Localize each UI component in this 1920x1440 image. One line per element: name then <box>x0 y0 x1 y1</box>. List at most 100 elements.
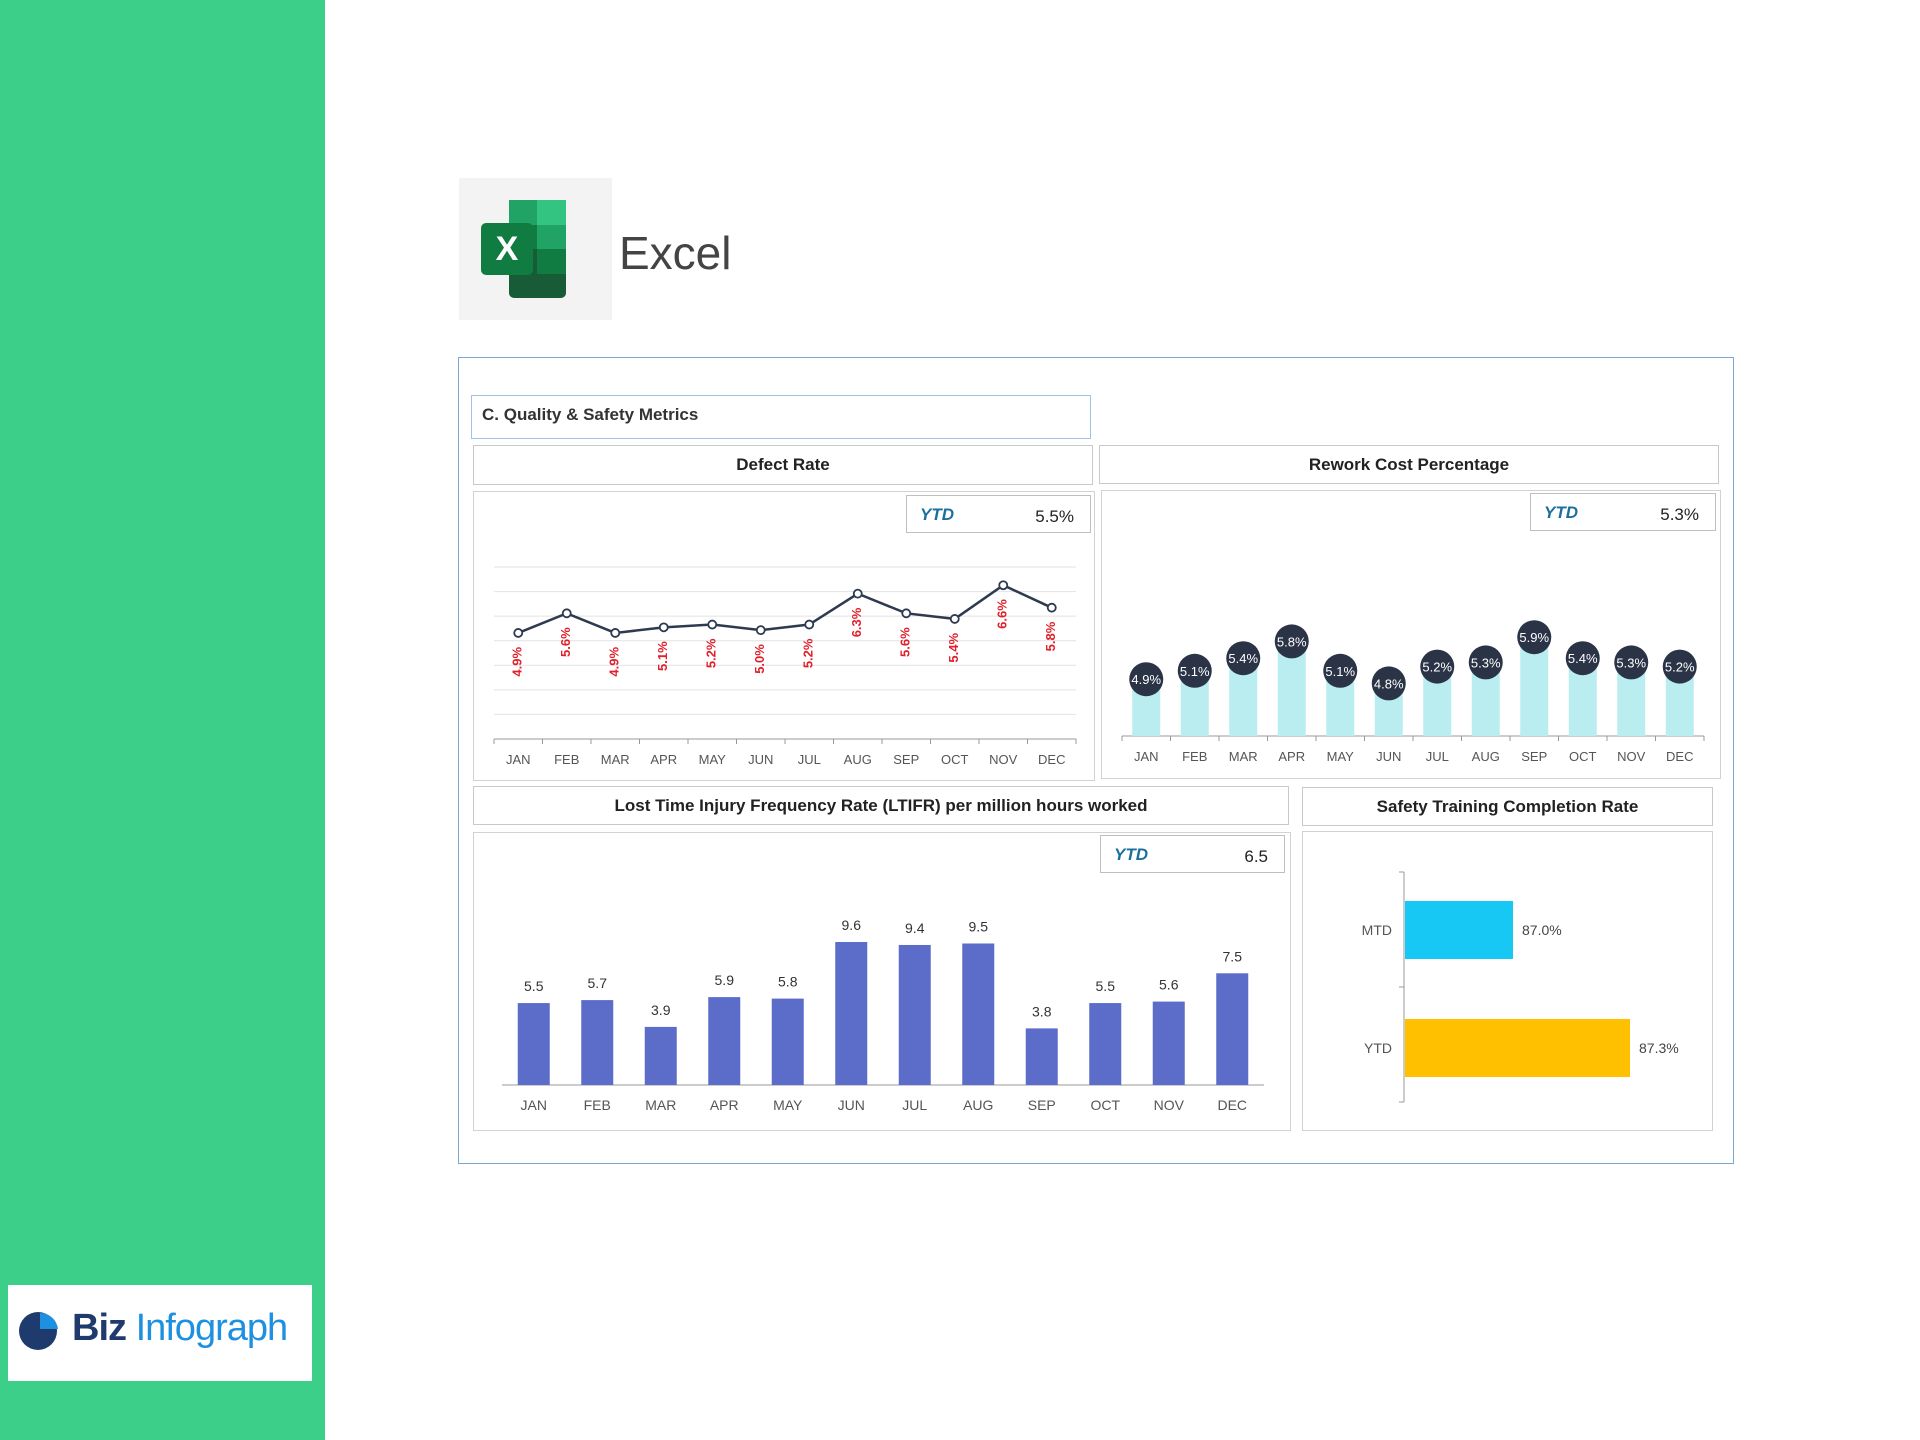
defect-rate-month-label: AUG <box>844 752 872 767</box>
rework-cost-month-label: MAY <box>1327 749 1355 764</box>
defect-rate-chart: 4.9% JAN 5.6% FEB 4.9% MAR 5.1% APR 5.2% MAY 5.0% J… <box>493 566 1077 767</box>
ltifr-month-label: MAY <box>773 1097 803 1113</box>
defect-rate-month-label: JAN <box>506 752 531 767</box>
defect-rate-data-label: 5.6% <box>558 627 573 657</box>
ltifr-bar <box>835 942 868 1085</box>
rework-cost-data-label: 5.1% <box>1325 664 1355 679</box>
ltifr-data-label: 9.6 <box>842 917 862 933</box>
rework-cost-month-label: JAN <box>1134 749 1159 764</box>
ltifr-month-label: MAR <box>645 1097 676 1113</box>
defect-rate-month-label: OCT <box>941 752 969 767</box>
rework-cost-month-label: DEC <box>1666 749 1693 764</box>
defect-rate-month-label: DEC <box>1038 752 1065 767</box>
defect-rate-point <box>755 625 766 636</box>
rework-cost-bubble <box>1274 624 1309 659</box>
safety-training-bar-ytd <box>1405 1019 1630 1077</box>
safety-training-bar-mtd <box>1405 901 1513 959</box>
rework-cost-month-label: AUG <box>1472 749 1500 764</box>
rework-cost-month-label: JUN <box>1376 749 1401 764</box>
rework-cost-bubble <box>1420 649 1455 684</box>
ltifr-month-label: APR <box>710 1097 739 1113</box>
rework-cost-bubble <box>1468 645 1503 680</box>
ltifr-title: Lost Time Injury Frequency Rate (LTIFR) … <box>473 786 1289 825</box>
defect-rate-point <box>998 580 1009 591</box>
brand-name-part2: Infograph <box>135 1307 289 1349</box>
defect-rate-point <box>707 619 718 630</box>
rework-cost-bubble <box>1517 620 1552 655</box>
defect-rate-month-label: MAY <box>699 752 727 767</box>
rework-cost-data-label: 4.9% <box>1131 672 1161 687</box>
rework-cost-bubble <box>1614 645 1649 680</box>
ltifr-panel: YTD 6.5 5.5 JAN 5.7 FEB 3.9 MAR 5.9 APR 5.8 MAY 9.… <box>473 832 1291 1131</box>
rework-cost-bubble <box>1371 666 1406 701</box>
defect-rate-data-label: 5.6% <box>898 627 913 657</box>
rework-cost-month-label: SEP <box>1521 749 1547 764</box>
defect-rate-month-label: JUL <box>798 752 821 767</box>
rework-cost-data-label: 5.3% <box>1616 655 1646 670</box>
ltifr-ytd-label: YTD <box>1114 845 1148 864</box>
ltifr-ytd-value: 6.5 <box>1244 847 1268 866</box>
defect-rate-data-label: 5.0% <box>752 644 767 674</box>
rework-cost-data-label: 5.9% <box>1519 630 1549 645</box>
defect-rate-point <box>513 628 524 638</box>
ltifr-month-label: NOV <box>1154 1097 1185 1113</box>
ltifr-data-label: 5.6 <box>1159 977 1179 993</box>
excel-logo-letter: X <box>496 230 519 268</box>
rework-cost-data-label: 5.2% <box>1665 660 1695 675</box>
rework-cost-month-label: MAR <box>1229 749 1258 764</box>
rework-cost-ytd-value: 5.3% <box>1660 505 1699 524</box>
defect-rate-point <box>901 608 912 619</box>
defect-rate-point <box>658 622 669 633</box>
ltifr-bar <box>962 943 995 1085</box>
safety-training-data-label: 87.0% <box>1522 922 1562 938</box>
excel-logo-tile: X <box>459 178 612 320</box>
defect-rate-data-label: 5.2% <box>704 638 719 668</box>
brand-name-part1: Biz <box>72 1307 127 1349</box>
ltifr-month-label: JUN <box>838 1097 865 1113</box>
rework-cost-data-label: 5.4% <box>1568 651 1598 666</box>
ltifr-bar <box>1152 1001 1185 1085</box>
safety-training-category-label: YTD <box>1364 1040 1392 1056</box>
ltifr-bar <box>1025 1028 1058 1085</box>
rework-cost-month-label: JUL <box>1426 749 1449 764</box>
ltifr-ytd-box: YTD 6.5 <box>1100 835 1285 873</box>
defect-rate-data-label: 5.4% <box>946 632 961 662</box>
ltifr-bar <box>1089 1003 1122 1085</box>
defect-rate-point <box>852 588 863 599</box>
ltifr-data-label: 9.5 <box>969 918 989 934</box>
rework-cost-panel: YTD 5.3% 4.9% JAN 5.1% FEB 5.4% MAR 5.8% APR 5.1… <box>1101 490 1721 779</box>
ltifr-bar <box>708 997 741 1085</box>
ltifr-bar <box>1216 973 1249 1085</box>
ltifr-bar <box>581 1000 614 1085</box>
defect-rate-data-label: 5.2% <box>801 638 816 668</box>
rework-cost-title: Rework Cost Percentage <box>1099 445 1719 484</box>
ltifr-data-label: 7.5 <box>1223 948 1243 964</box>
rework-cost-data-label: 5.4% <box>1228 651 1258 666</box>
defect-rate-point <box>804 619 815 630</box>
defect-rate-data-label: 4.9% <box>510 647 525 677</box>
defect-rate-panel: YTD 5.5% 4.9% JAN 5.6% FEB 4.9% MAR 5.1% APR 5.2… <box>473 491 1095 781</box>
rework-cost-bubble <box>1129 662 1164 697</box>
rework-cost-month-label: NOV <box>1617 749 1646 764</box>
safety-training-panel: 87.0% MTD 87.3% YTD <box>1302 831 1713 1131</box>
defect-rate-ytd-box: YTD 5.5% <box>906 495 1091 533</box>
defect-rate-month-label: MAR <box>601 752 630 767</box>
ltifr-data-label: 9.4 <box>905 920 925 936</box>
defect-rate-month-label: SEP <box>893 752 919 767</box>
defect-rate-data-label: 5.8% <box>1043 621 1058 651</box>
rework-cost-month-label: OCT <box>1569 749 1597 764</box>
defect-rate-ytd-value: 5.5% <box>1035 507 1074 526</box>
defect-rate-point <box>1046 602 1057 613</box>
safety-training-category-label: MTD <box>1362 922 1392 938</box>
ltifr-month-label: SEP <box>1028 1097 1056 1113</box>
biz-infograph-logo: Biz Infograph <box>8 1285 312 1381</box>
rework-cost-bubble <box>1565 641 1600 676</box>
rework-cost-bubble <box>1226 641 1261 676</box>
defect-rate-data-label: 6.3% <box>849 607 864 637</box>
rework-cost-data-label: 5.2% <box>1422 660 1452 675</box>
rework-cost-bubble <box>1323 653 1358 688</box>
defect-rate-month-label: APR <box>650 752 677 767</box>
defect-rate-line <box>517 583 1053 635</box>
safety-training-title: Safety Training Completion Rate <box>1302 787 1713 826</box>
ltifr-month-label: FEB <box>584 1097 611 1113</box>
